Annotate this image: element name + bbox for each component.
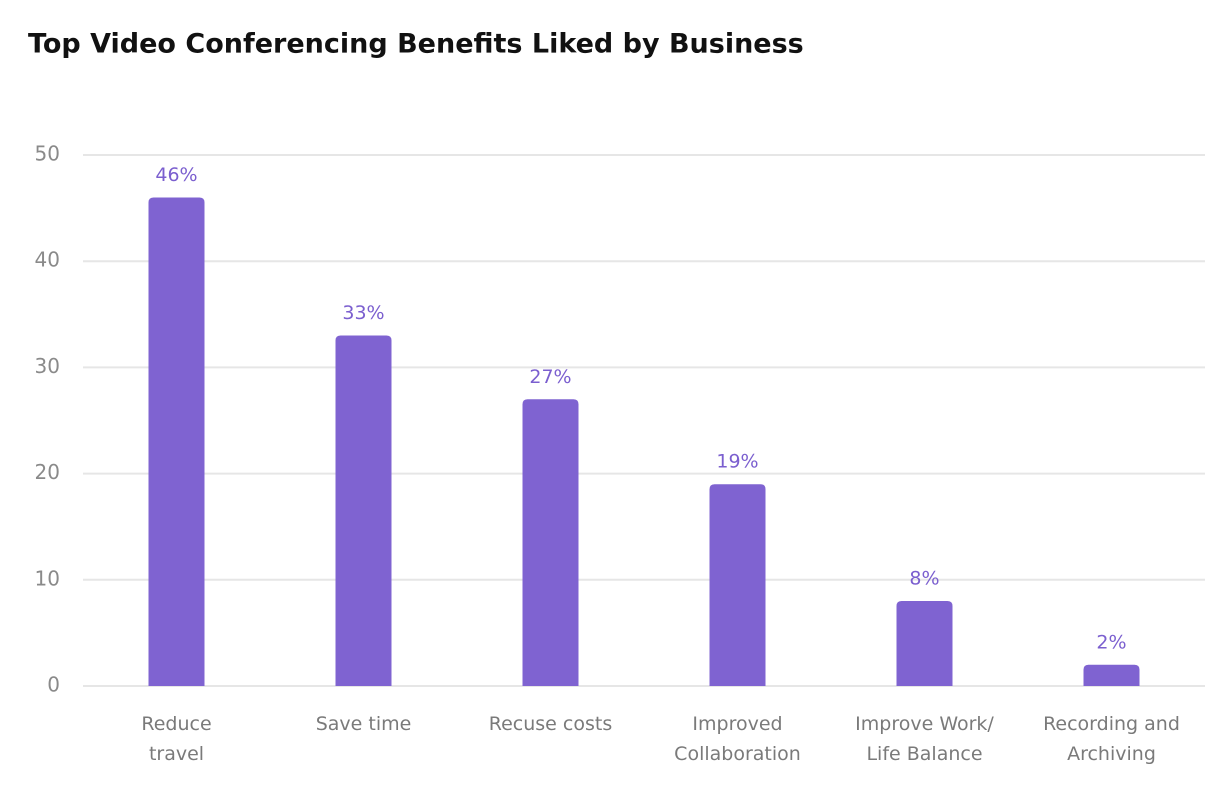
x-tick-label: Improve Work/Life Balance [855, 713, 994, 765]
x-tick-line: Archiving [1067, 743, 1156, 765]
value-label: 19% [716, 451, 758, 473]
value-label: 8% [909, 568, 939, 590]
value-label: 27% [529, 366, 571, 388]
value-label: 2% [1096, 631, 1126, 653]
value-label: 33% [342, 302, 384, 324]
chart-title: Top Video Conferencing Benefits Liked by… [28, 29, 804, 60]
x-tick-label: Save time [316, 713, 412, 735]
bar [1083, 664, 1140, 686]
y-tick-label: 50 [35, 142, 60, 166]
x-tick-line: Save time [316, 713, 412, 735]
x-tick-line: Collaboration [674, 743, 801, 765]
x-tick-label: Improved Collaboration [674, 713, 801, 765]
x-tick-line: Reduce [141, 713, 211, 735]
bar [148, 197, 205, 687]
bar [522, 399, 579, 686]
x-tick-label: Recording and Archiving [1043, 713, 1180, 765]
bar [335, 335, 392, 686]
y-tick-label: 10 [35, 566, 60, 590]
y-tick-label: 20 [35, 460, 60, 484]
x-tick-line: Improve Work/ [855, 713, 994, 735]
x-tick-label: Recuse costs [489, 713, 612, 735]
y-tick-label: 40 [35, 248, 60, 272]
x-tick-line: Recording and [1043, 713, 1180, 735]
x-tick-line: Improved [692, 713, 782, 735]
value-label: 46% [155, 164, 197, 186]
bar [709, 484, 766, 686]
x-tick-line: Recuse costs [489, 713, 612, 735]
x-tick-line: travel [149, 743, 204, 765]
x-tick-label: Reduce travel [141, 713, 211, 765]
x-tick-line: Life Balance [866, 743, 982, 765]
bar [896, 601, 953, 686]
y-tick-label: 30 [35, 354, 60, 378]
y-tick-label: 0 [47, 673, 60, 697]
